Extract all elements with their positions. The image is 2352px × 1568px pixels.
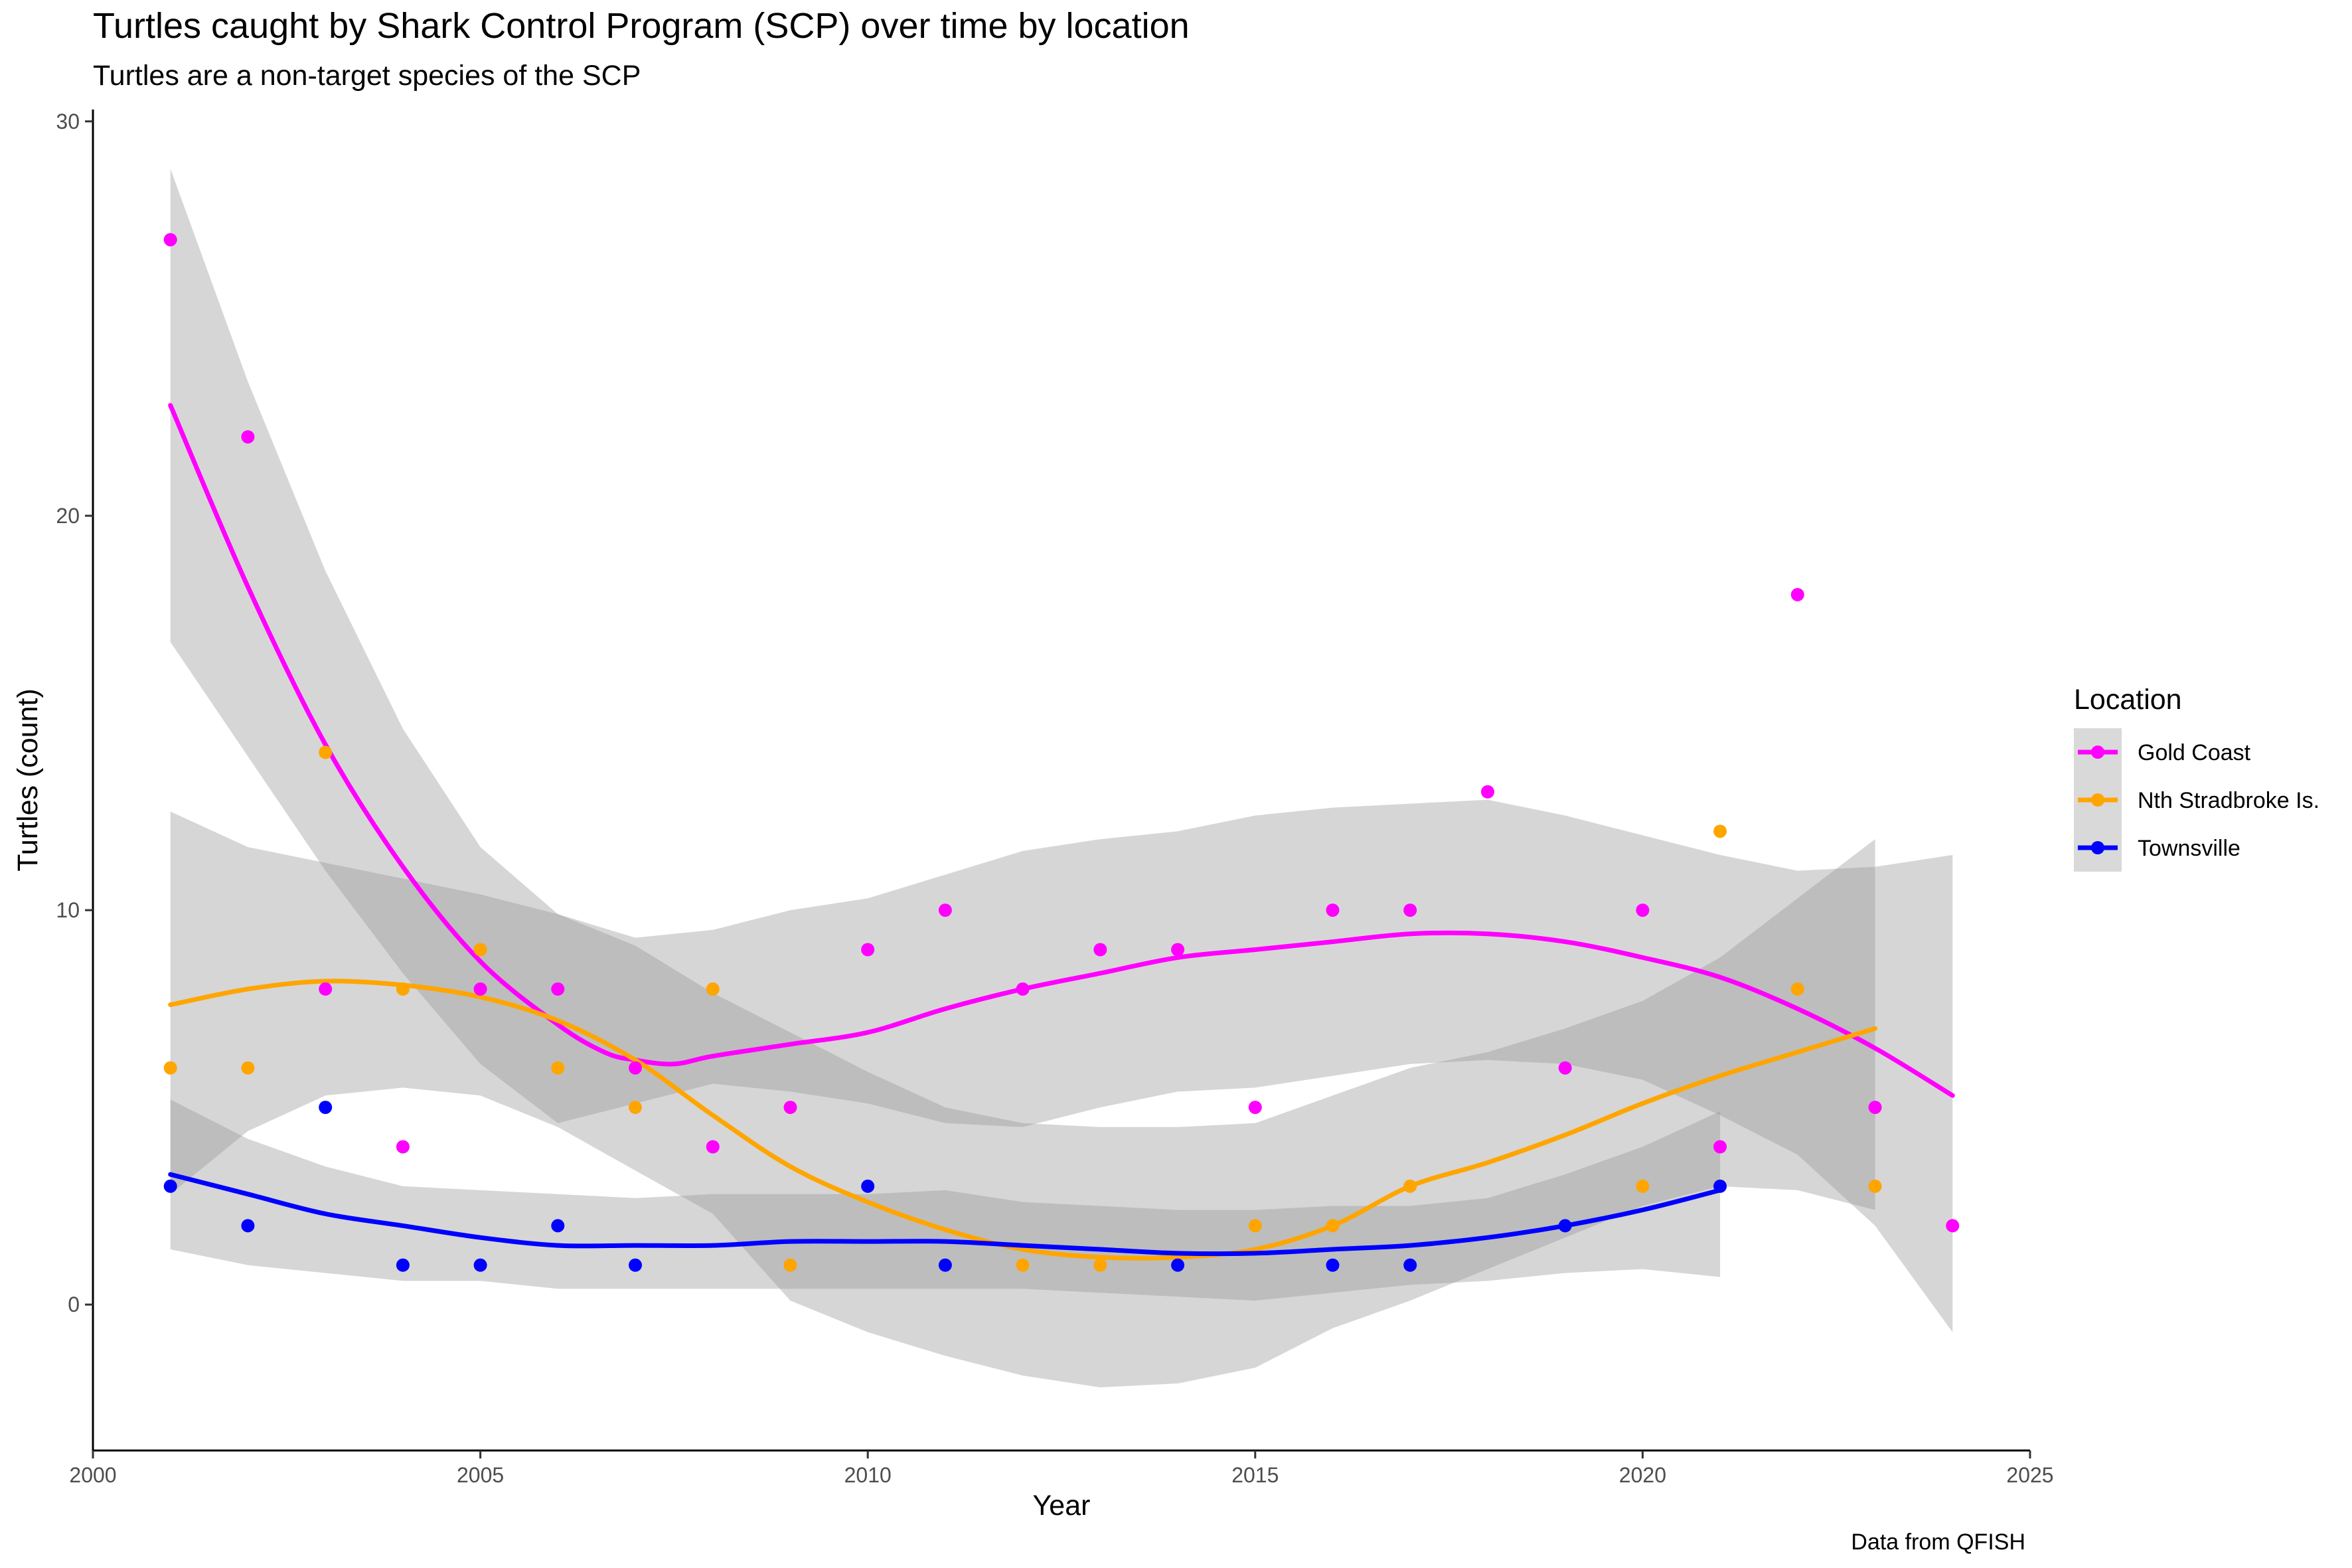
legend-key-point [2091,745,2104,759]
data-point-gold-coast [163,233,177,247]
data-point-townsville [163,1179,177,1193]
data-point-townsville [319,1101,333,1115]
data-point-gold-coast [938,903,952,917]
data-point-gold-coast [1171,943,1185,957]
data-point-nth-stradbroke-is [1636,1179,1650,1193]
data-point-nth-stradbroke-is [1326,1219,1340,1233]
data-point-gold-coast [241,430,255,444]
data-point-gold-coast [1403,903,1417,917]
legend-label-townsville: Townsville [2138,836,2240,861]
data-point-nth-stradbroke-is [783,1258,797,1272]
data-point-gold-coast [551,982,565,996]
data-point-townsville [1326,1258,1340,1272]
data-point-gold-coast [1636,903,1650,917]
data-point-gold-coast [783,1101,797,1115]
data-point-nth-stradbroke-is [241,1061,255,1075]
data-point-nth-stradbroke-is [1403,1179,1417,1193]
data-point-nth-stradbroke-is [163,1061,177,1075]
data-point-nth-stradbroke-is [396,982,410,996]
smooth-line-townsville [168,1172,1723,1257]
data-point-townsville [473,1258,487,1272]
data-point-townsville [241,1219,255,1233]
axes: 2000 2005 2010 2015 2020 2025 0 10 20 30 [56,110,2053,1487]
data-point-nth-stradbroke-is [1093,1258,1107,1272]
data-point-nth-stradbroke-is [1713,824,1727,838]
data-point-gold-coast [706,1140,720,1154]
data-point-gold-coast [629,1061,642,1075]
data-points [163,233,1960,1272]
data-point-townsville [551,1219,565,1233]
data-point-nth-stradbroke-is [706,982,720,996]
y-axis-title: Turtles (count) [12,688,44,872]
smooth-line-nth-stradbroke-is [168,979,1878,1261]
data-point-townsville [861,1179,875,1193]
data-point-nth-stradbroke-is [1790,982,1804,996]
x-tick-label: 2025 [2006,1463,2053,1487]
data-point-gold-coast [1248,1101,1262,1115]
data-point-gold-coast [1868,1101,1882,1115]
chart-title: Turtles caught by Shark Control Program … [93,6,1190,46]
data-point-townsville [1171,1258,1185,1272]
x-axis-title: Year [1033,1490,1091,1522]
y-tick-label: 20 [56,504,80,528]
data-point-gold-coast [319,982,333,996]
data-point-gold-coast [1093,943,1107,957]
data-point-gold-coast [1713,1140,1727,1154]
smooth-lines [168,403,1955,1261]
legend-title: Location [2074,684,2182,716]
data-point-gold-coast [396,1140,410,1154]
chart-caption: Data from QFISH [1851,1529,2025,1555]
data-point-gold-coast [1790,588,1804,601]
data-point-nth-stradbroke-is [551,1061,565,1075]
data-point-townsville [1558,1219,1572,1233]
data-point-nth-stradbroke-is [1868,1179,1882,1193]
data-point-gold-coast [1558,1061,1572,1075]
chart-subtitle: Turtles are a non-target species of the … [93,60,641,92]
confidence-bands [170,169,1953,1387]
data-point-gold-coast [1481,785,1494,799]
x-tick-label: 2005 [457,1463,504,1487]
legend-key-point [2091,793,2104,807]
data-point-townsville [1713,1179,1727,1193]
data-point-nth-stradbroke-is [1248,1219,1262,1233]
data-point-gold-coast [473,982,487,996]
x-tick-label: 2000 [69,1463,116,1487]
data-point-gold-coast [1326,903,1340,917]
legend: Location Gold Coast Nth Stradbroke Is. Tow… [2074,684,2319,872]
y-tick-label: 0 [68,1293,80,1316]
data-point-nth-stradbroke-is [319,745,333,759]
data-point-nth-stradbroke-is [473,943,487,957]
data-point-gold-coast [861,943,875,957]
x-tick-label: 2015 [1231,1463,1279,1487]
data-point-gold-coast [1946,1219,1960,1233]
data-point-gold-coast [1016,982,1030,996]
data-point-nth-stradbroke-is [1016,1258,1030,1272]
legend-key-point [2091,841,2104,854]
data-point-nth-stradbroke-is [629,1101,642,1115]
legend-label-nth-stradbroke-is: Nth Stradbroke Is. [2138,788,2319,813]
data-point-townsville [1403,1258,1417,1272]
y-tick-label: 30 [56,110,80,133]
data-point-townsville [396,1258,410,1272]
data-point-townsville [938,1258,952,1272]
x-tick-label: 2010 [844,1463,892,1487]
legend-label-gold-coast: Gold Coast [2138,740,2251,765]
smooth-line-gold-coast [168,403,1955,1098]
y-tick-label: 10 [56,898,80,922]
x-tick-label: 2020 [1619,1463,1666,1487]
data-point-townsville [629,1258,642,1272]
band-gold-coast [170,169,1953,1332]
